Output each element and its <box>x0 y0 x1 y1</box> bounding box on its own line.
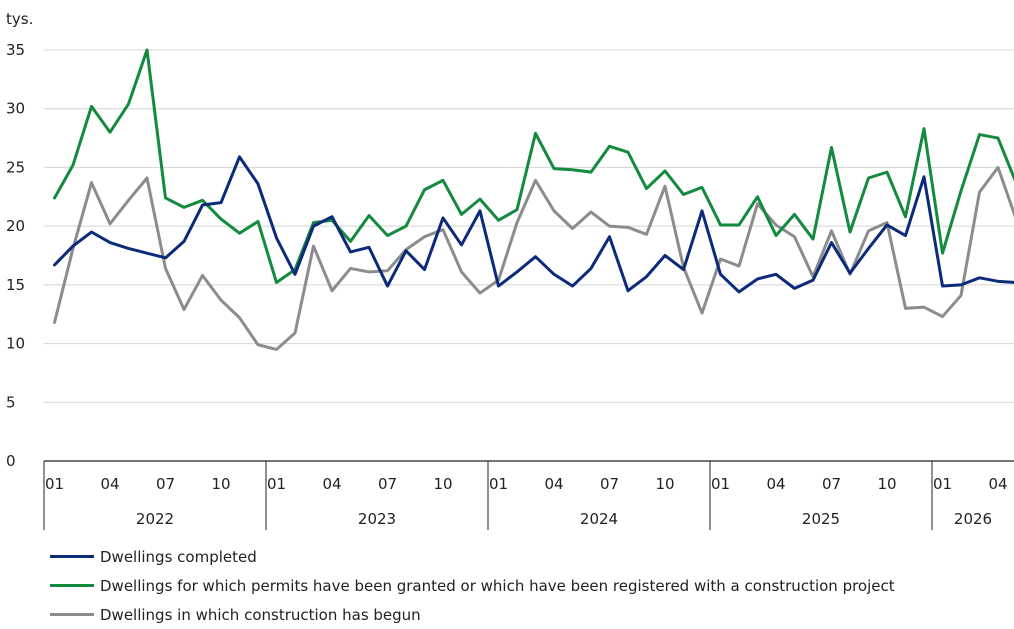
x-tick-label-month: 04 <box>100 475 119 493</box>
y-tick-label-20: 20 <box>6 217 25 235</box>
series-lines <box>55 50 1014 349</box>
y-tick-label-15: 15 <box>6 276 25 294</box>
x-tick-label-month: 01 <box>489 475 508 493</box>
y-tick-label-0: 0 <box>6 452 16 470</box>
x-tick-label-month: 01 <box>45 475 64 493</box>
gridlines <box>44 50 1014 402</box>
x-year-label: 2024 <box>580 510 618 528</box>
x-tick-label-month: 01 <box>711 475 730 493</box>
x-tick-label-month: 07 <box>822 475 841 493</box>
x-year-label: 2026 <box>954 510 992 528</box>
x-tick-label-month: 01 <box>933 475 952 493</box>
legend-swatch-begun <box>50 613 94 616</box>
y-tick-label-30: 30 <box>6 100 25 118</box>
legend-item-completed: Dwellings completed <box>50 542 895 571</box>
x-tick-label-month: 10 <box>655 475 674 493</box>
x-tick-label-month: 10 <box>433 475 452 493</box>
x-tick-label-month: 10 <box>877 475 896 493</box>
legend-label-completed: Dwellings completed <box>100 548 257 566</box>
y-tick-label-25: 25 <box>6 158 25 176</box>
x-tick-label-month: 04 <box>988 475 1007 493</box>
x-tick-label-month: 07 <box>600 475 619 493</box>
legend: Dwellings completed Dwellings for which … <box>50 542 895 629</box>
x-tick-label-month: 10 <box>211 475 230 493</box>
y-axis-unit-label: tys. <box>6 10 33 28</box>
x-year-label: 2025 <box>802 510 840 528</box>
x-tick-label-month: 04 <box>322 475 341 493</box>
y-tick-label-5: 5 <box>6 393 16 411</box>
legend-swatch-permits <box>50 584 94 587</box>
x-year-label: 2023 <box>358 510 396 528</box>
x-tick-label-month: 07 <box>156 475 175 493</box>
x-tick-label-month: 07 <box>378 475 397 493</box>
y-tick-label-35: 35 <box>6 41 25 59</box>
legend-item-permits: Dwellings for which permits have been gr… <box>50 571 895 600</box>
legend-swatch-completed <box>50 555 94 558</box>
x-tick-label-month: 04 <box>766 475 785 493</box>
y-tick-label-10: 10 <box>6 335 25 353</box>
x-tick-label-month: 01 <box>267 475 286 493</box>
legend-label-begun: Dwellings in which construction has begu… <box>100 606 421 624</box>
x-tick-label-month: 04 <box>544 475 563 493</box>
legend-label-permits: Dwellings for which permits have been gr… <box>100 577 895 595</box>
legend-item-begun: Dwellings in which construction has begu… <box>50 600 895 629</box>
x-year-label: 2022 <box>136 510 174 528</box>
